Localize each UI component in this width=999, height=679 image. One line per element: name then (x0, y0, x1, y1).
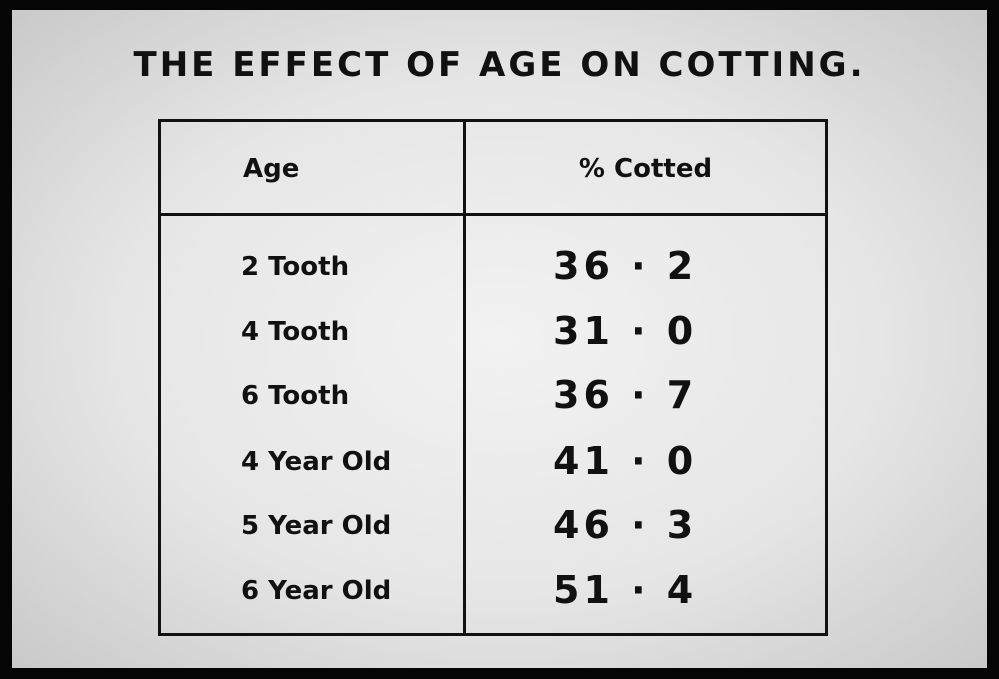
age-cell: 4 Year Old (241, 447, 392, 477)
value-cell: 46 · 3 (553, 503, 698, 547)
age-cell: 4 Tooth (241, 317, 350, 347)
table-row: 2 Tooth 36 · 2 (161, 244, 825, 302)
header-percent-cotted: % Cotted (578, 154, 713, 184)
age-cell: 6 Tooth (241, 381, 350, 411)
age-cell: 2 Tooth (241, 252, 350, 282)
value-cell: 36 · 7 (553, 373, 698, 417)
table-row: 4 Tooth 31 · 0 (161, 309, 825, 367)
age-cell: 5 Year Old (241, 511, 392, 541)
table-row: 6 Tooth 36 · 7 (161, 373, 825, 431)
slide-title: THE EFFECT OF AGE ON COTTING. (133, 45, 866, 85)
value-cell: 36 · 2 (553, 244, 698, 288)
table-row: 4 Year Old 41 · 0 (161, 439, 825, 497)
column-divider (463, 122, 466, 633)
value-cell: 41 · 0 (553, 439, 698, 483)
age-cell: 6 Year Old (241, 576, 392, 606)
value-cell: 31 · 0 (553, 309, 698, 353)
header-age: Age (243, 154, 300, 184)
data-table: Age % Cotted 2 Tooth 36 · 2 4 Tooth 31 ·… (158, 119, 828, 636)
table-row: 5 Year Old 46 · 3 (161, 503, 825, 561)
value-cell: 51 · 4 (553, 568, 698, 612)
header-divider (161, 213, 825, 216)
table-row: 6 Year Old 51 · 4 (161, 568, 825, 626)
